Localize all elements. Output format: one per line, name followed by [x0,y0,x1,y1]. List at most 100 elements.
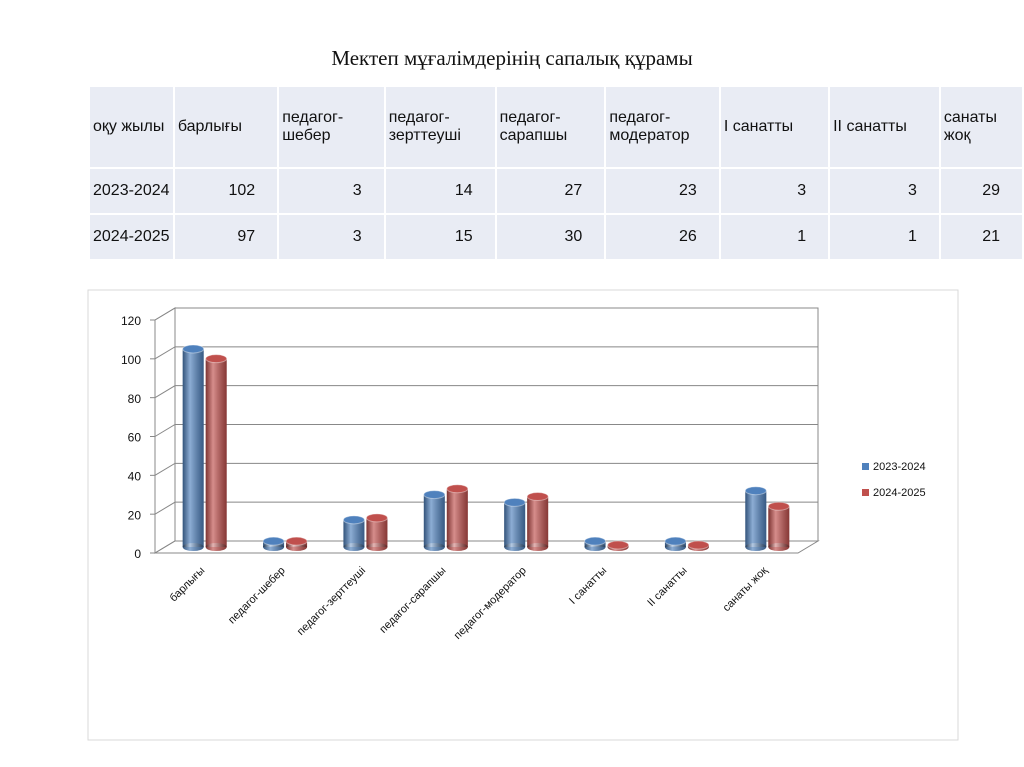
x-tick-label: педагог-зерттеуші [295,565,368,638]
grid-line [154,385,818,399]
x-tick-label: барлығы [168,565,208,605]
bar-top [262,536,285,546]
table-cell: педагог-сарапшы [494,85,607,169]
table-cell: 2023-2024 [88,167,175,215]
table-cell: 97 [172,213,280,261]
table-cell: 2024-2025 [88,213,175,261]
bar-shade [768,506,790,547]
y-tick-label: 60 [128,431,142,445]
bar-top [205,354,228,364]
bar-top [182,344,205,354]
table-row: 2023-2024 102 3 14 27 23 3 3 29 [88,167,1024,215]
bar-top [423,490,446,500]
bar-shade [527,496,549,547]
x-tick-label: педагог-шебер [226,565,288,627]
table-cell: 3 [828,167,941,215]
table-cell: 14 [383,167,497,215]
bar-shade [366,517,388,547]
floor [153,540,820,554]
bar-top [744,486,767,496]
bar-top [767,501,790,511]
bar-base-shade [263,543,285,551]
table-cell: I санатты [718,85,831,169]
legend-swatch [862,463,869,470]
bar-base-shade [768,543,790,551]
table-cell: II санатты [828,85,941,169]
table-cell: 27 [494,167,607,215]
bar-top [526,492,549,502]
y-tick-label: 120 [121,314,141,328]
bar-base-shade [366,543,388,551]
grid-line [154,424,818,437]
table-cell: 3 [718,167,831,215]
table-cell: 21 [938,213,1024,261]
bar-top [365,513,388,523]
table-cell: 102 [172,167,280,215]
y-tick-label: 100 [121,353,141,367]
y-tick-label: 80 [128,392,142,406]
bar-top [687,540,710,550]
grid-line [154,462,818,476]
bar-base-shade [504,543,526,551]
data-table: оқу жылы барлығы педагог-шебер педагог-зерт… [88,85,1024,261]
table-cell: барлығы [172,85,280,169]
legend-label: 2024-2025 [873,487,926,499]
table-cell: педагог-шебер [277,85,386,169]
table-cell: 26 [604,213,721,261]
bar-shade [446,488,468,547]
x-tick-label: педагог-модератор [452,565,529,642]
grid-line [154,346,818,360]
table-cell: 23 [604,167,721,215]
x-tick-label: педагог-сарапшы [377,565,448,636]
bar-shade [504,502,526,547]
slide-title: Мектеп мұғалімдерінің сапалық құрамы [331,46,693,70]
bar-base-shade [205,543,227,551]
bar-top [584,536,607,546]
table-cell: педагог-зерттеуші [383,85,497,169]
x-tick-label: II санатты [645,565,689,609]
bar-shade [343,519,365,547]
table-row: оқу жылы барлығы педагог-шебер педагог-зерт… [88,85,1024,169]
y-tick-label: 20 [128,508,142,522]
table-cell: 15 [383,213,497,261]
table-cell: 1 [828,213,941,261]
table-row: 2024-2025 97 3 15 30 26 1 1 21 [88,213,1024,261]
bar-top [664,536,687,546]
chart-frame [87,289,959,741]
bar-base-shade [584,543,606,551]
legend-label: 2023-2024 [873,461,926,473]
bar-top [285,536,308,546]
bar-top [446,484,469,494]
x-tick-label: I санатты [567,565,609,607]
bar-base-shade [446,543,468,551]
table-cell: педагог-модератор [604,85,721,169]
grid-line [154,501,818,515]
table-cell: 29 [938,167,1024,215]
table-cell: 30 [494,213,607,261]
table-cell: 3 [277,213,386,261]
bar-base-shade [286,543,308,551]
bar-shade [205,358,227,547]
bar-top [607,540,630,550]
y-tick-label: 0 [134,547,141,561]
bar-top [503,497,526,507]
grid-line [154,307,818,321]
bar-base-shade [343,543,365,551]
x-tick-label: санаты жоқ [721,565,771,615]
y-tick-label: 40 [128,470,142,484]
bar-base-shade [423,543,445,551]
bar-shade [423,494,445,547]
bar-top [342,515,365,525]
bar-base-shade [664,543,686,551]
bar-shade [182,348,204,547]
bar-shade [745,490,767,547]
table-cell: 1 [718,213,831,261]
bar-base-shade [182,543,204,551]
table-cell: санаты жоқ [938,85,1024,169]
legend-swatch [862,489,869,496]
bar-base-shade [745,543,767,551]
table-cell: 3 [277,167,386,215]
table-cell: оқу жылы [88,85,175,169]
